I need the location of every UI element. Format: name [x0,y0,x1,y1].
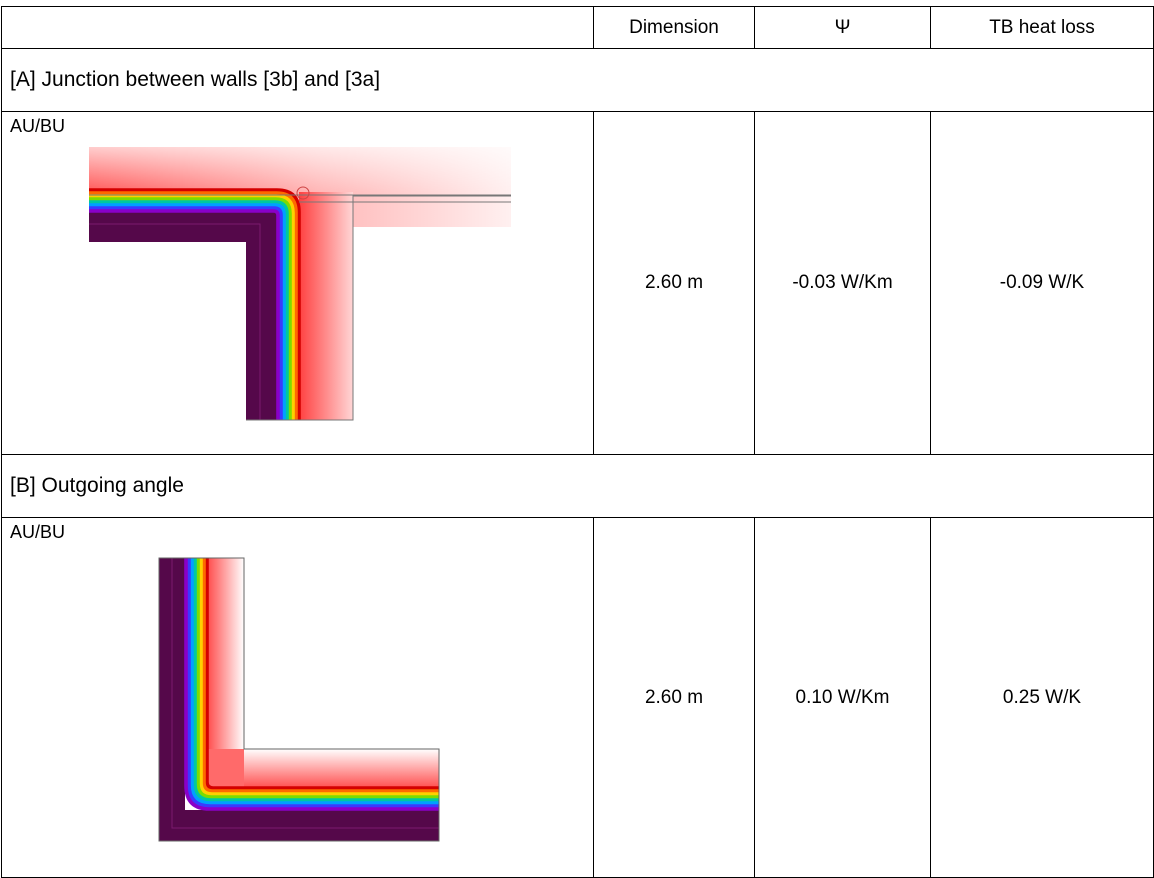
diagram-cell: AU/BU [2,112,594,455]
section-row: [A] Junction between walls [3b] and [3a] [2,49,1154,112]
thermal-diagram [2,112,594,455]
section-row: [B] Outgoing angle [2,455,1154,518]
detail-row: AU/BU 2.60 m 0.10 W/Km 0.25 W/K [2,518,1154,878]
header-cell [2,7,594,49]
diagram-cell: AU/BU [2,518,594,878]
header-row: Dimension Ψ TB heat loss [2,7,1154,49]
heat-loss: 0.25 W/K [931,518,1154,878]
thermal-diagram [2,518,594,878]
page: Dimension Ψ TB heat loss [A] Junction be… [0,0,1154,876]
detail-row: AU/BU 2.60 m -0.03 W/Km -0.09 W/K [2,112,1154,455]
dimension: 2.60 m [594,518,755,878]
dimension: 2.60 m [594,112,755,455]
psi-table: Dimension Ψ TB heat loss [A] Junction be… [1,6,1154,878]
psi: 0.10 W/Km [755,518,931,878]
section-title: [B] Outgoing angle [2,455,1154,518]
heat-loss: -0.09 W/K [931,112,1154,455]
header-cell: TB heat loss [931,7,1154,49]
header-cell: Ψ [755,7,931,49]
section-title: [A] Junction between walls [3b] and [3a] [2,49,1154,112]
header-cell: Dimension [594,7,755,49]
psi: -0.03 W/Km [755,112,931,455]
